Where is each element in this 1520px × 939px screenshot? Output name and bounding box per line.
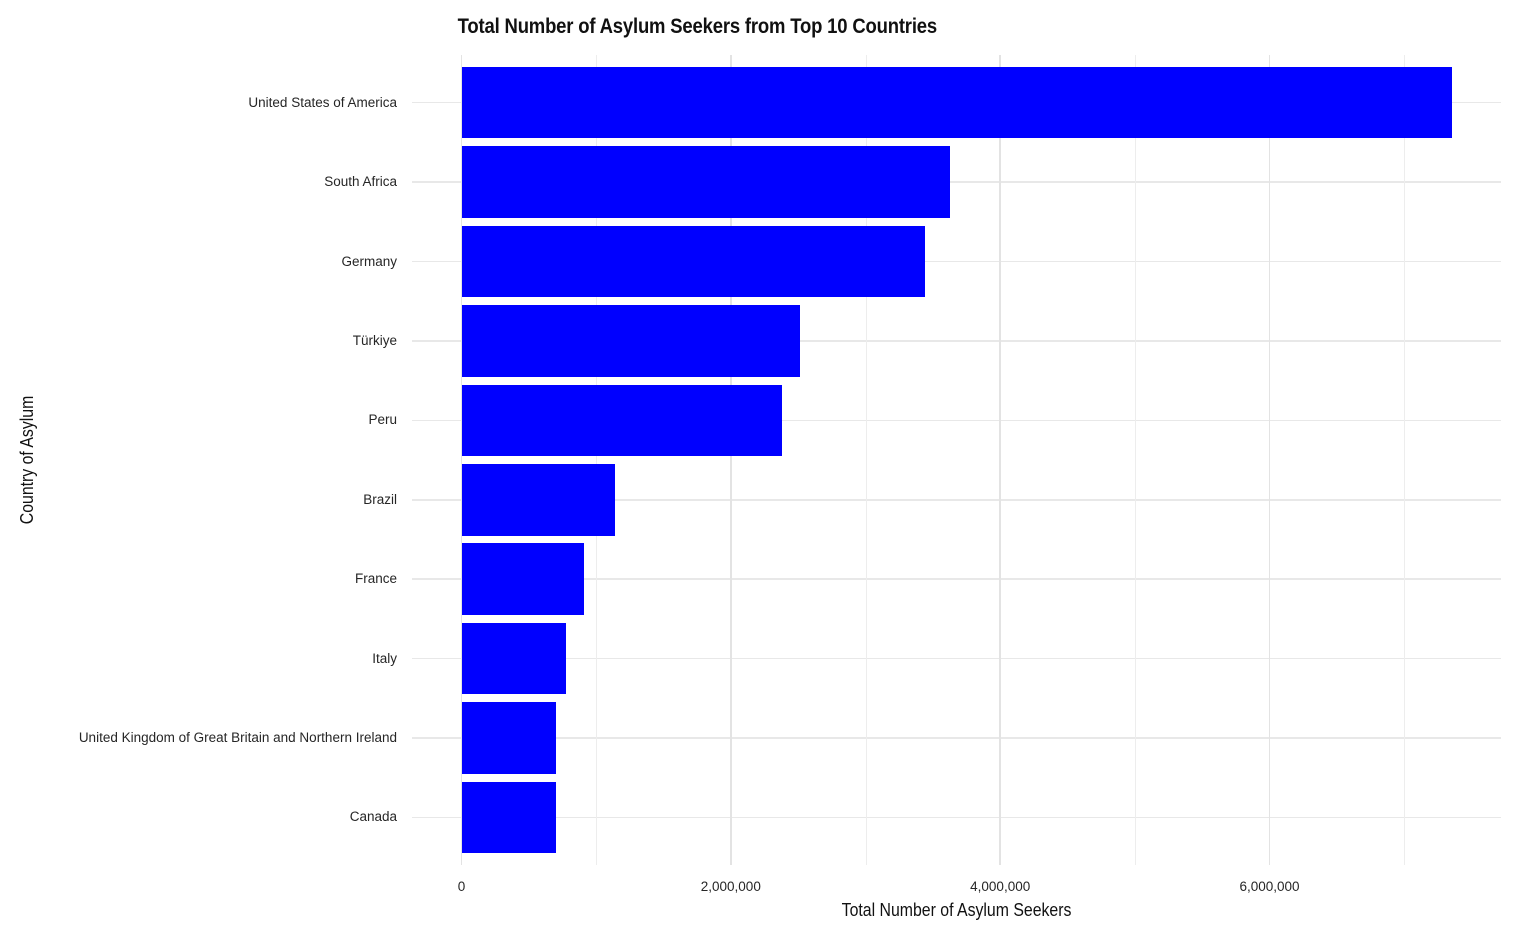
gridline-vertical-minor bbox=[1134, 55, 1136, 865]
chart-title: Total Number of Asylum Seekers from Top … bbox=[457, 15, 937, 38]
gridline-vertical-major bbox=[1268, 55, 1271, 865]
bar bbox=[461, 225, 925, 298]
plot-panel bbox=[412, 55, 1501, 865]
gridline-horizontal bbox=[412, 578, 1501, 580]
y-tick-label: Canada bbox=[349, 809, 397, 825]
gridline-horizontal bbox=[412, 737, 1501, 739]
bar bbox=[461, 305, 800, 377]
gridline-vertical-minor bbox=[596, 55, 598, 865]
gridline-horizontal bbox=[412, 816, 1501, 819]
y-axis-label: Country of Asylum bbox=[17, 395, 37, 525]
bar bbox=[461, 543, 585, 615]
x-tick-label: 0 bbox=[457, 879, 466, 894]
y-tick-label: United States of America bbox=[248, 94, 397, 110]
bar bbox=[461, 384, 782, 457]
y-tick-label: Peru bbox=[368, 412, 397, 428]
gridline-horizontal bbox=[412, 260, 1501, 263]
gridline-horizontal bbox=[412, 340, 1501, 342]
gridline-horizontal bbox=[412, 419, 1501, 421]
x-tick-label: 2,000,000 bbox=[700, 879, 761, 894]
gridline-vertical-minor bbox=[865, 55, 867, 865]
gridline-vertical-major bbox=[730, 55, 732, 865]
x-tick-label: 4,000,000 bbox=[970, 879, 1031, 894]
gridline-vertical-minor bbox=[1404, 55, 1406, 865]
bar bbox=[461, 66, 1452, 139]
gridline-vertical-major bbox=[999, 55, 1001, 865]
y-tick-label: Germany bbox=[341, 253, 397, 269]
y-tick-label: Türkiye bbox=[352, 332, 397, 348]
y-tick-label: Italy bbox=[372, 650, 397, 666]
bar bbox=[461, 146, 951, 218]
bar bbox=[461, 781, 556, 854]
gridline-vertical-major bbox=[460, 55, 463, 865]
bar bbox=[461, 702, 556, 774]
y-tick-label: Brazil bbox=[363, 491, 397, 507]
y-tick-label: South Africa bbox=[324, 174, 397, 190]
gridline-horizontal bbox=[412, 181, 1501, 183]
gridline-horizontal bbox=[412, 657, 1501, 660]
gridline-horizontal bbox=[412, 499, 1501, 501]
x-tick-label: 6,000,000 bbox=[1239, 879, 1300, 894]
bar bbox=[461, 622, 567, 695]
x-axis-label: Total Number of Asylum Seekers bbox=[841, 900, 1072, 920]
bar bbox=[461, 464, 616, 536]
y-tick-label: United Kingdom of Great Britain and Nort… bbox=[78, 729, 397, 745]
y-tick-label: France bbox=[354, 571, 397, 587]
